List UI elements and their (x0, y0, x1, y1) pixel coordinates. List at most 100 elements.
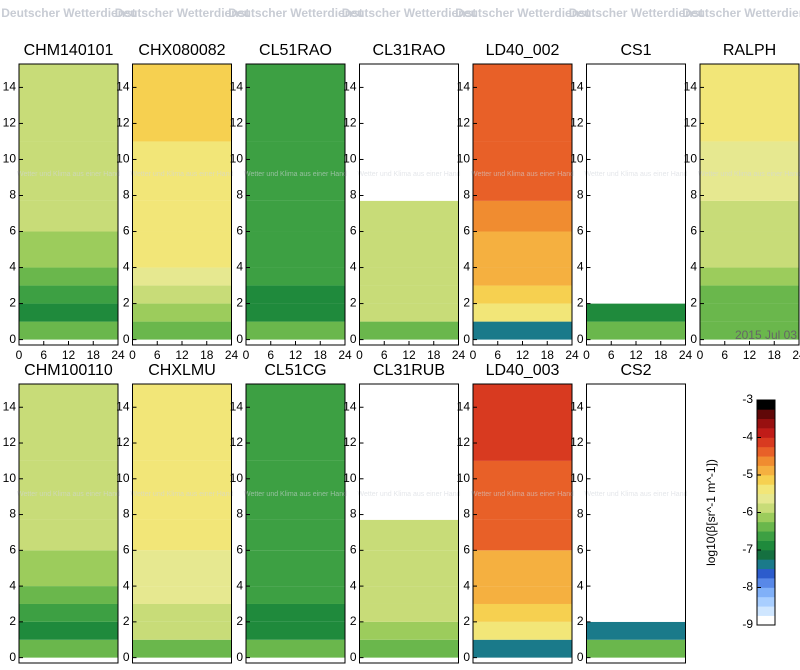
plot-frame (586, 383, 686, 664)
heatmap-band (246, 519, 345, 551)
y-tick-label: 6 (463, 224, 470, 238)
x-tick-label: 24 (792, 348, 800, 362)
y-tick-label: 10 (116, 152, 130, 166)
heatmap-band (359, 519, 459, 551)
heatmap-band (586, 621, 686, 640)
y-tick-label: 2 (350, 296, 357, 310)
y-tick-label: 14 (457, 399, 471, 413)
watermark: Deutscher Wetterdienst (342, 6, 476, 20)
heatmap-band (132, 231, 232, 268)
y-tick-label: 12 (3, 435, 17, 449)
y-tick-label: 14 (457, 80, 471, 94)
y-tick-label: 14 (684, 80, 698, 94)
y-tick-label: 6 (577, 542, 584, 556)
y-tick-label: 4 (9, 260, 16, 274)
panel-title: CHM140101 (24, 42, 114, 59)
panel-title: CL51CG (264, 362, 326, 379)
y-tick-label: 8 (123, 188, 130, 202)
heatmap-band (586, 285, 686, 304)
y-tick-label: 14 (116, 399, 130, 413)
y-tick-label: 4 (236, 578, 243, 592)
colorbar-tick-label: -6 (742, 505, 753, 519)
watermark: Deutscher Wetterdienst (115, 6, 249, 20)
y-tick-label: 10 (3, 152, 17, 166)
heatmap-band (132, 603, 232, 622)
heatmap-band (132, 550, 232, 587)
watermark-subtitle: Wetter und Klima aus einer Hand (698, 171, 800, 178)
colorbar-step (757, 503, 775, 513)
heatmap-band (473, 303, 572, 322)
y-tick-label: 12 (116, 435, 130, 449)
heatmap-band (473, 586, 572, 604)
y-tick-label: 6 (350, 224, 357, 238)
watermark: Deutscher Wetterdienst (1, 6, 135, 20)
y-tick-label: 8 (9, 507, 16, 521)
heatmap-band (473, 550, 572, 587)
watermark-subtitle: Wetter und Klima aus einer Hand (244, 171, 347, 178)
y-tick-label: 12 (457, 116, 471, 130)
watermark: Deutscher Wetterdienst (682, 6, 800, 20)
y-tick-label: 8 (123, 507, 130, 521)
heatmap-band (359, 285, 459, 304)
y-tick-label: 10 (116, 471, 130, 485)
y-tick-label: 8 (236, 188, 243, 202)
y-tick-label: 4 (463, 260, 470, 274)
heatmap-band (246, 460, 345, 520)
heatmap-band (246, 603, 345, 622)
y-tick-label: 8 (9, 188, 16, 202)
heatmap-band (132, 285, 232, 304)
x-tick-label: 24 (111, 348, 125, 362)
colorbar-step (757, 446, 775, 457)
heatmap-band (246, 639, 345, 658)
watermark-subtitle: Wetter und Klima aus einer Hand (131, 491, 234, 498)
panel-title: CHM100110 (24, 362, 113, 379)
y-tick-label: 6 (236, 542, 243, 556)
y-tick-label: 2 (9, 296, 16, 310)
heatmap-band (246, 550, 345, 587)
y-tick-label: 0 (577, 332, 584, 346)
y-tick-label: 12 (570, 435, 584, 449)
y-tick-label: 10 (343, 152, 357, 166)
heatmap-band (473, 460, 572, 520)
heatmap-band (246, 200, 345, 232)
y-tick-label: 2 (350, 614, 357, 628)
plot-frame (18, 383, 119, 664)
x-tick-label: 18 (768, 348, 782, 362)
x-tick-label: 6 (721, 348, 728, 362)
heatmap-band (19, 231, 118, 268)
heatmap-band (586, 303, 686, 322)
heatmap-band (586, 639, 686, 658)
heatmap-band (473, 200, 572, 232)
y-tick-label: 0 (236, 650, 243, 664)
x-tick-label: 0 (583, 348, 590, 362)
colorbar-step (757, 559, 775, 570)
colorbar-tick-label: -9 (742, 617, 753, 631)
colorbar-step (757, 568, 775, 579)
y-tick-label: 2 (236, 614, 243, 628)
heatmap-band (473, 267, 572, 286)
colorbar-step (757, 437, 775, 448)
y-tick-label: 8 (350, 188, 357, 202)
heatmap-band (700, 141, 799, 201)
y-tick-label: 10 (457, 471, 471, 485)
y-tick-label: 8 (350, 507, 357, 521)
y-tick-label: 0 (577, 650, 584, 664)
x-tick-label: 18 (427, 348, 441, 362)
heatmap-band (700, 285, 799, 304)
heatmap-band (700, 303, 799, 322)
panel-title: CS2 (620, 362, 651, 379)
x-tick-label: 24 (338, 348, 352, 362)
y-tick-label: 4 (123, 578, 130, 592)
y-tick-label: 14 (3, 80, 17, 94)
heatmap-band (700, 200, 799, 232)
plot-frame (359, 383, 459, 664)
colorbar-step (757, 550, 775, 560)
heatmap-band (19, 621, 118, 640)
y-tick-label: 12 (457, 435, 471, 449)
panel-title: RALPH (723, 42, 776, 59)
